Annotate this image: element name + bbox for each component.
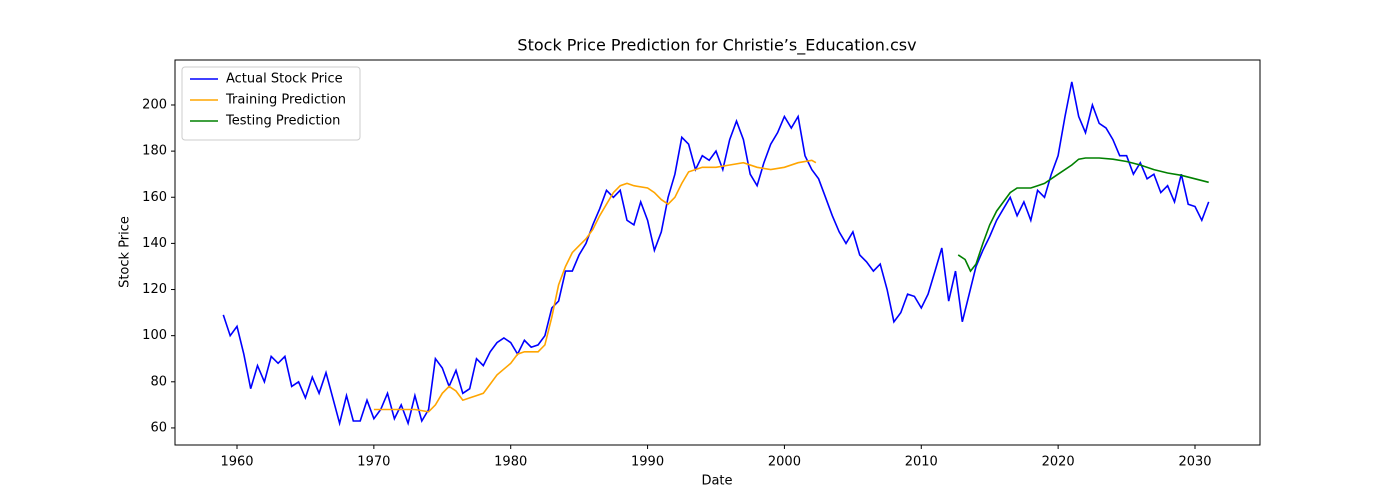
y-tick-label: 140 [142,236,167,251]
x-tick-label: 2010 [905,455,938,470]
y-axis-label: Stock Price [118,216,133,288]
line-series [373,159,817,413]
y-tick-label: 160 [142,190,167,205]
y-tick-label: 200 [142,97,167,112]
x-tick-label: 2000 [768,455,801,470]
x-tick-label: 1980 [494,455,527,470]
y-tick-label: 120 [142,282,167,297]
x-tick-label: 2020 [1042,455,1075,470]
chart-title: Stock Price Prediction for Christie’s_Ed… [517,36,916,56]
legend-label: Training Prediction [225,93,346,108]
legend-label: Testing Prediction [225,114,340,129]
x-tick-label: 1960 [220,455,253,470]
legend-label: Actual Stock Price [226,72,343,87]
plot-frame [174,59,1261,446]
y-tick-label: 100 [142,328,167,343]
line-series [957,157,1209,273]
line-series [222,81,1210,427]
y-tick-label: 60 [150,420,167,435]
x-tick-label: 1970 [357,455,390,470]
y-tick-label: 80 [150,374,167,389]
x-tick-label: 2030 [1178,455,1211,470]
legend-box [181,66,361,141]
y-tick-label: 180 [142,144,167,159]
x-tick-label: 1990 [631,455,664,470]
x-axis-label: Date [701,474,732,489]
